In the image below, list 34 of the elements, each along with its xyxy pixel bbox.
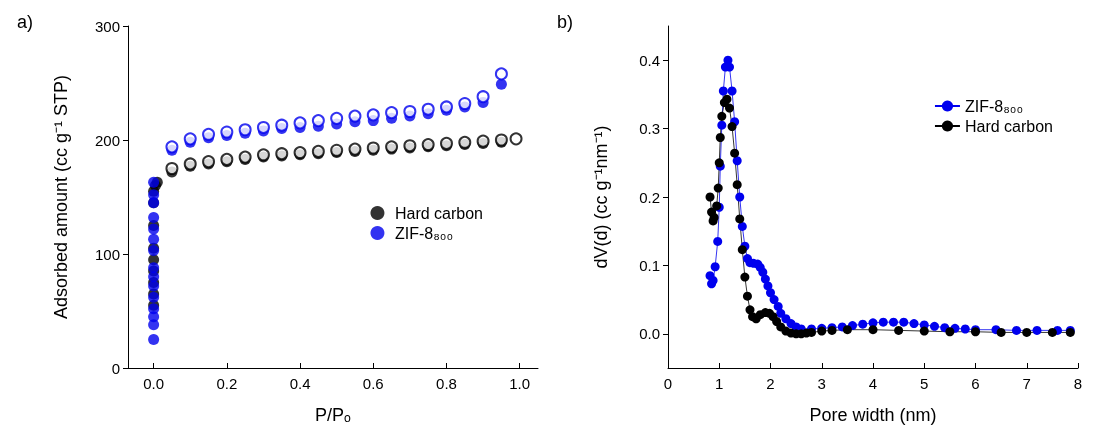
x-tick-label: 0.8 [436,375,457,392]
legend-label: Hard carbon [394,204,483,222]
y-tick-label: 0.2 [639,188,660,206]
x-tick-label: 0.4 [289,375,311,392]
legend-label: ZIF-8₈₀₀ [394,224,454,242]
y-tick-label: 0.3 [639,120,660,138]
x-tick-label: 0.2 [216,375,238,392]
x-tick-label: 0.6 [362,375,384,392]
y-tick-label: 100 [94,245,120,263]
y-tick-label: 300 [94,17,120,35]
y-axis-title: dV(d) (cc g⁻¹nm⁻¹) [591,125,611,269]
chart-title: b) [557,12,574,32]
legend-label: Hard carbon [964,117,1053,135]
x-tick-label: 5 [920,375,929,392]
y-tick-label: 0 [111,359,120,377]
x-tick-label: 1.0 [509,375,531,392]
x-axis-title: P/Pₒ [315,405,352,425]
y-axis-title: Adsorbed amount (cc g⁻¹ STP) [51,74,71,320]
y-tick-label: 200 [94,131,120,149]
x-tick-label: 3 [817,375,826,392]
x-axis-title: Pore width (nm) [809,405,937,425]
x-tick-label: 2 [766,375,775,392]
chart-title: a) [17,12,34,32]
x-tick-label: 7 [1022,375,1031,392]
x-tick-label: 1 [715,375,724,392]
x-tick-label: 0 [663,375,673,392]
x-tick-label: 8 [1073,375,1083,392]
x-tick-label: 0.0 [143,375,165,392]
legend-label: ZIF-8₈₀₀ [964,97,1024,115]
y-tick-label: 0.4 [639,51,660,69]
y-tick-label: 0.0 [639,325,660,343]
x-tick-label: 4 [868,375,878,392]
x-tick-label: 6 [971,375,980,392]
y-tick-label: 0.1 [639,256,660,274]
